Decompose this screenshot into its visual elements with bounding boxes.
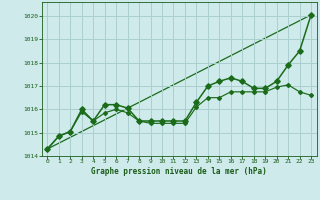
X-axis label: Graphe pression niveau de la mer (hPa): Graphe pression niveau de la mer (hPa) — [91, 167, 267, 176]
